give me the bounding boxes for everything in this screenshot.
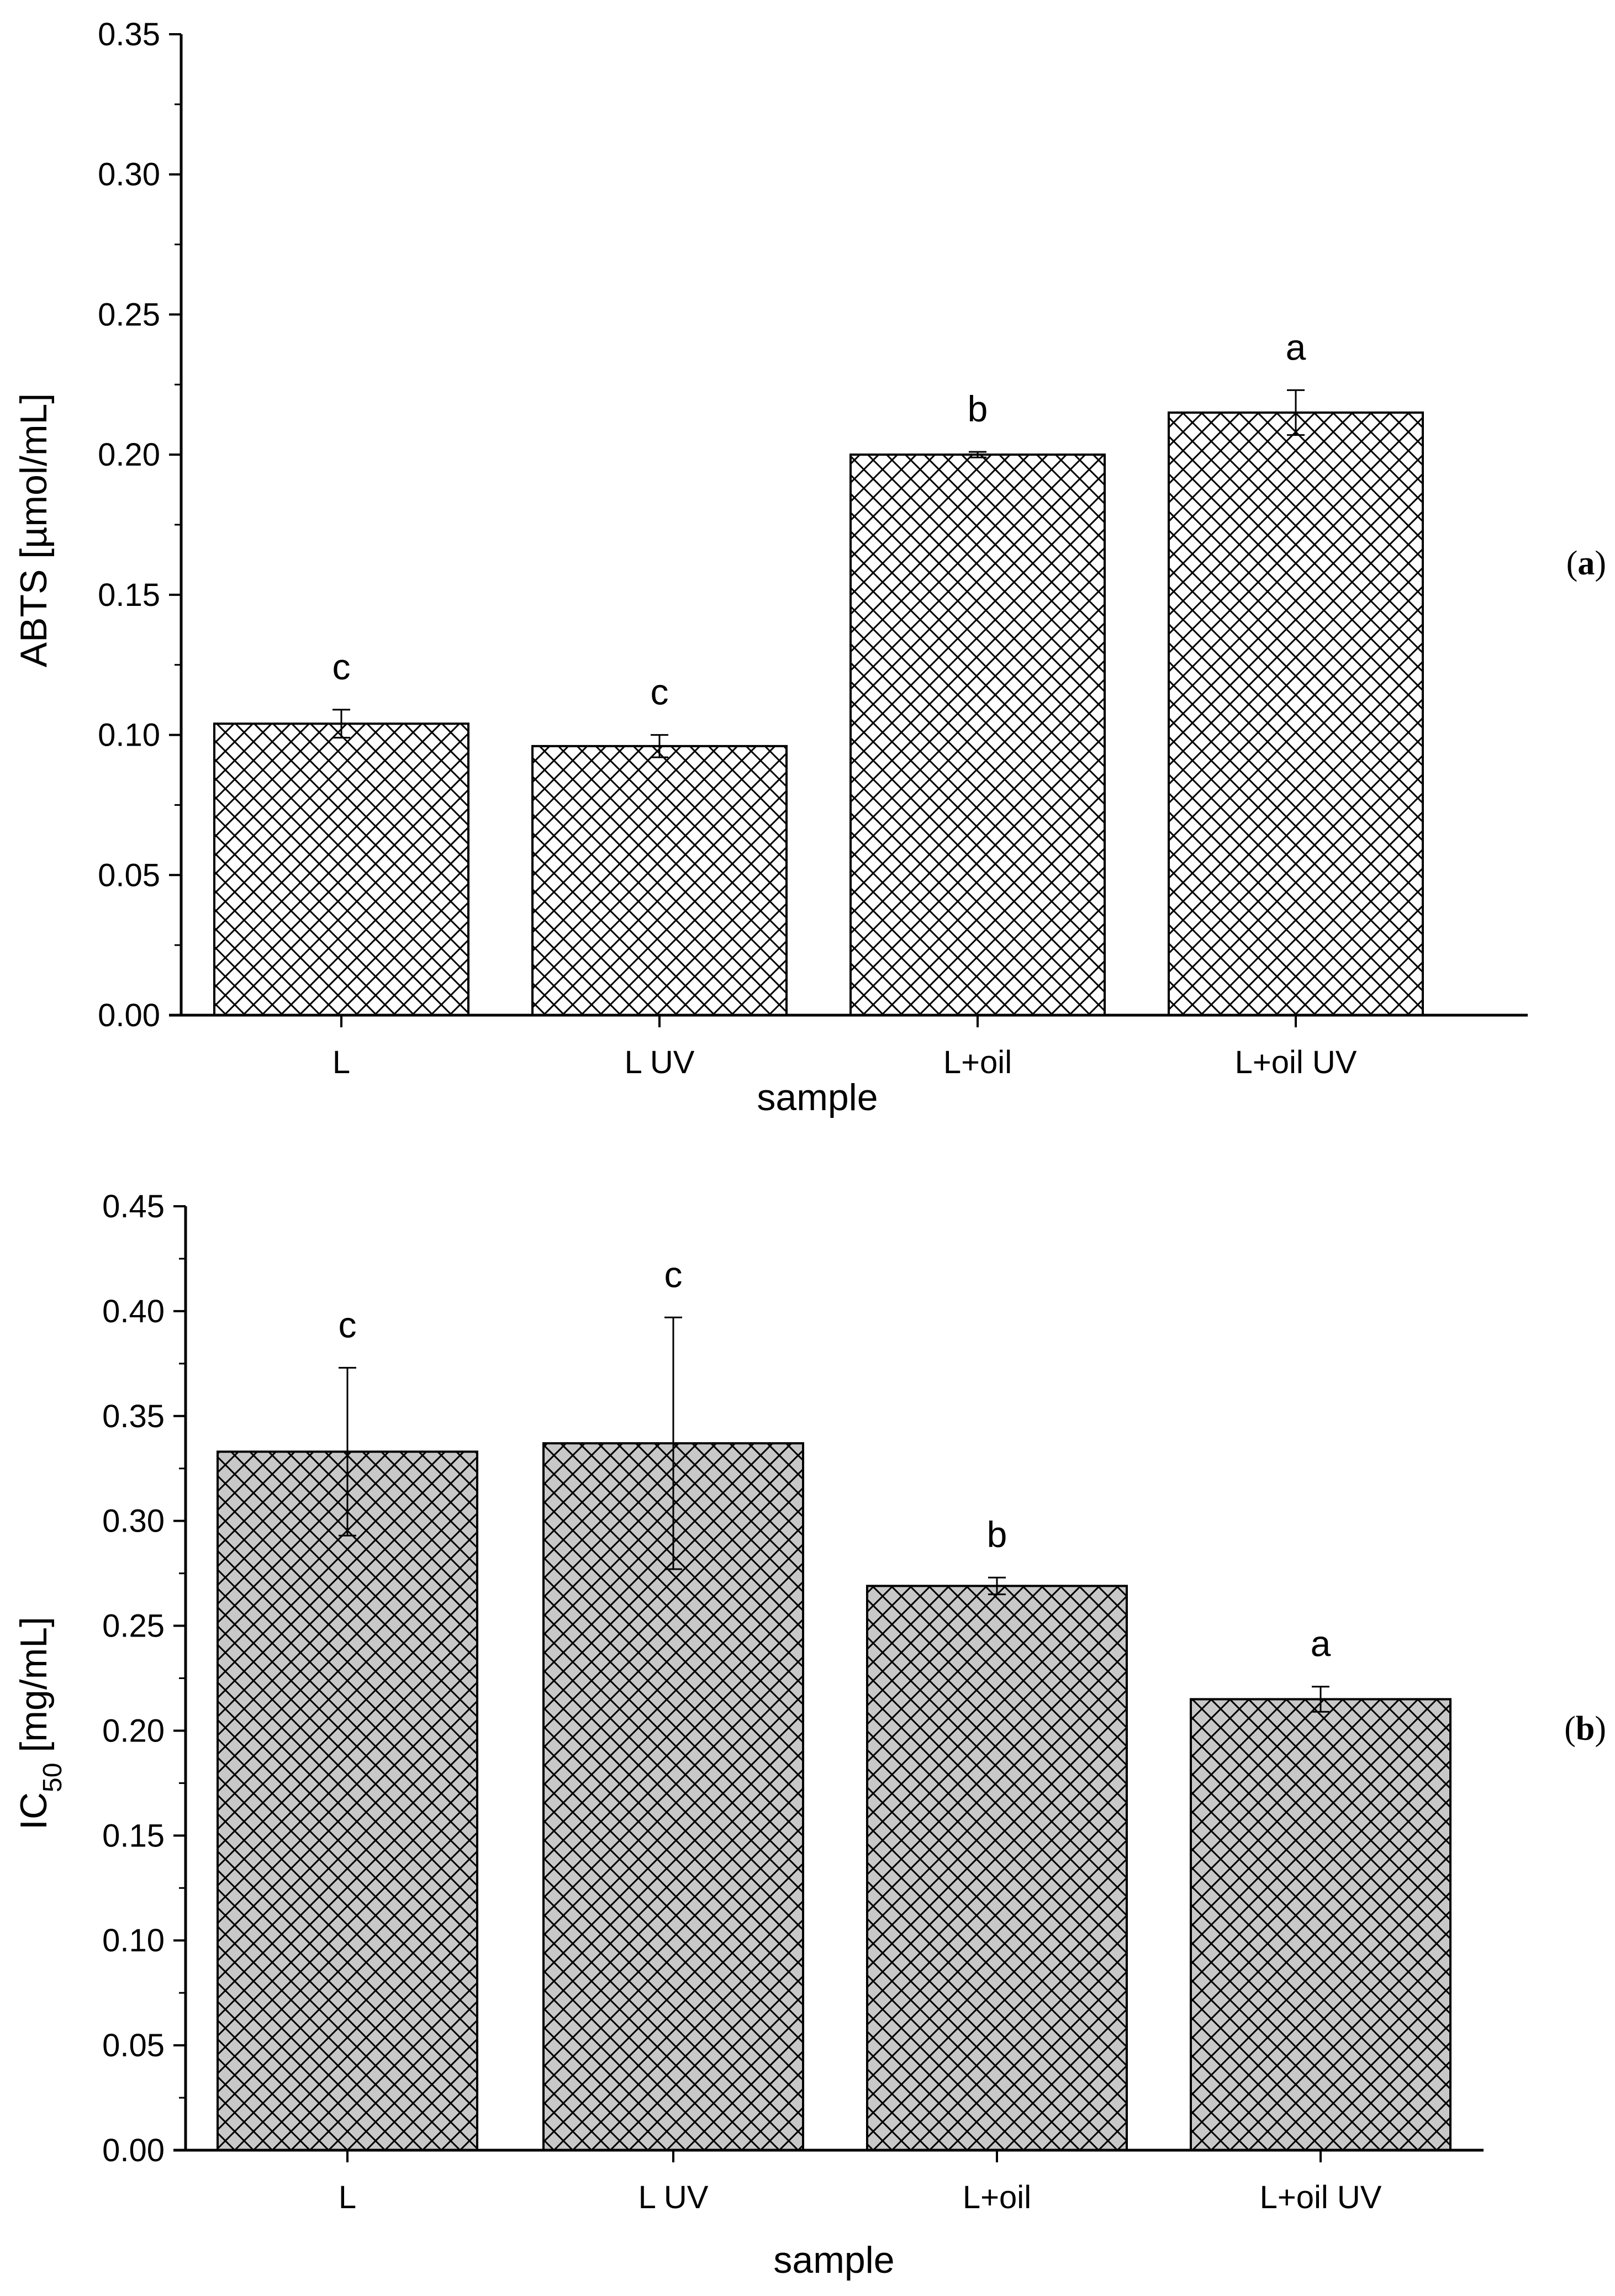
panel-label-a: (a) bbox=[1566, 545, 1606, 582]
y-ticks-a: 0.00 0.05 0.10 0.15 0.20 0.25 0.30 0.35 bbox=[98, 17, 181, 1033]
y-tick-label-b-3: 0.15 bbox=[102, 1818, 165, 1854]
significance-label-a-2: c bbox=[651, 672, 669, 712]
chart-b: c c b a 0.00 0.05 0.10 0.15 0.20 0.25 0.30 0.35 0.4… bbox=[13, 1189, 1606, 2281]
y-tick-label-b-2: 0.10 bbox=[102, 1923, 165, 1959]
significance-label-b-2: c bbox=[664, 1254, 683, 1295]
bar-group-b bbox=[217, 1442, 1452, 2152]
y-tick-label-a-5: 0.25 bbox=[98, 297, 160, 332]
error-bar-a-4 bbox=[1287, 389, 1305, 436]
bar-a-1 bbox=[213, 722, 469, 1016]
significance-label-a-4: a bbox=[1286, 326, 1306, 367]
y-tick-label-a-4: 0.20 bbox=[98, 437, 160, 473]
y-axis-title-b-main: IC bbox=[13, 1792, 55, 1830]
y-axis-title-a: ABTS [µmol/mL] bbox=[13, 393, 55, 667]
panel-letter-a: a bbox=[1577, 545, 1595, 582]
bar-b-1 bbox=[217, 1450, 478, 2152]
significance-label-a-1: c bbox=[332, 646, 351, 687]
y-axis-title-b: IC50 [mg/mL] bbox=[13, 1617, 67, 1830]
error-bar-b-1 bbox=[339, 1366, 356, 1537]
x-tick-label-b-3: L+oil bbox=[963, 2179, 1031, 2215]
y-tick-label-b-1: 0.05 bbox=[102, 2028, 165, 2063]
x-tick-label-b-1: L bbox=[339, 2179, 356, 2215]
y-tick-label-b-9: 0.45 bbox=[102, 1189, 165, 1224]
y-tick-label-a-6: 0.30 bbox=[98, 157, 160, 193]
x-tick-label-a-3: L+oil bbox=[943, 1044, 1012, 1080]
error-bar-a-1 bbox=[332, 709, 350, 739]
significance-label-b-3: b bbox=[987, 1514, 1007, 1555]
bar-a-4 bbox=[1168, 411, 1424, 1016]
bar-b-3 bbox=[866, 1585, 1128, 2151]
error-bar-group-b bbox=[339, 1316, 1329, 1713]
error-bar-b-3 bbox=[988, 1576, 1006, 1596]
x-axis-title-b: sample bbox=[773, 2239, 894, 2281]
x-tick-label-b-4: L+oil UV bbox=[1260, 2179, 1382, 2215]
y-tick-label-b-4: 0.20 bbox=[102, 1713, 165, 1749]
x-ticks-a: L L UV L+oil L+oil UV bbox=[332, 1015, 1357, 1080]
x-tick-label-a-4: L+oil UV bbox=[1235, 1044, 1357, 1080]
error-bar-b-4 bbox=[1312, 1686, 1329, 1713]
significance-label-b-4: a bbox=[1311, 1623, 1331, 1664]
significance-group-b: c c b a bbox=[339, 1254, 1331, 1664]
panel-letter-b: b bbox=[1576, 1710, 1595, 1748]
y-tick-label-a-2: 0.10 bbox=[98, 717, 160, 753]
x-tick-label-a-2: L UV bbox=[625, 1044, 695, 1080]
y-tick-label-a-3: 0.15 bbox=[98, 577, 160, 613]
error-bar-b-2 bbox=[664, 1316, 682, 1570]
y-tick-label-b-6: 0.30 bbox=[102, 1503, 165, 1539]
x-axis-title-a: sample bbox=[757, 1076, 878, 1118]
y-tick-label-a-1: 0.05 bbox=[98, 857, 160, 893]
y-tick-label-b-5: 0.25 bbox=[102, 1608, 165, 1644]
error-bar-a-2 bbox=[651, 734, 668, 758]
significance-group-a: c c b a bbox=[332, 326, 1306, 712]
y-tick-label-b-8: 0.40 bbox=[102, 1294, 165, 1329]
significance-label-b-1: c bbox=[339, 1304, 357, 1345]
bar-a-2 bbox=[531, 745, 788, 1016]
y-ticks-b: 0.00 0.05 0.10 0.15 0.20 0.25 0.30 0.35 0.40 0.45 bbox=[102, 1189, 186, 2168]
bar-a-3 bbox=[849, 453, 1106, 1016]
y-tick-label-b-7: 0.35 bbox=[102, 1398, 165, 1434]
x-tick-label-a-1: L bbox=[332, 1044, 350, 1080]
bar-group-a bbox=[213, 411, 1424, 1016]
significance-label-a-3: b bbox=[968, 388, 988, 429]
y-axis-title-b-sub: 50 bbox=[38, 1763, 67, 1792]
error-bar-group-a bbox=[332, 389, 1305, 758]
y-tick-label-a-0: 0.00 bbox=[98, 997, 160, 1033]
panel-label-b: (b) bbox=[1564, 1710, 1606, 1748]
bar-b-4 bbox=[1190, 1698, 1452, 2151]
y-axis-title-b-rest: [mg/mL] bbox=[13, 1617, 55, 1763]
y-tick-label-b-0: 0.00 bbox=[102, 2133, 165, 2168]
y-tick-label-a-7: 0.35 bbox=[98, 17, 160, 52]
x-ticks-b: L L UV L+oil L+oil UV bbox=[339, 2150, 1382, 2215]
x-tick-label-b-2: L UV bbox=[638, 2179, 709, 2215]
error-bar-a-3 bbox=[969, 451, 986, 458]
